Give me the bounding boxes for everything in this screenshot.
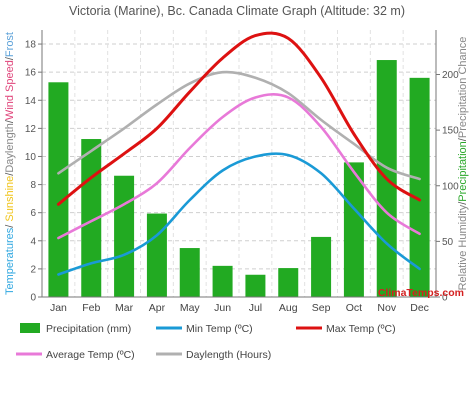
left-tick-label: 14: [25, 96, 37, 107]
legend-label-daylength: Daylength (Hours): [186, 349, 271, 361]
right-tick-label: 150: [442, 126, 459, 137]
axis-label-part: /: [457, 201, 469, 205]
axis-label-part: Frost: [4, 32, 16, 57]
x-tick-label: Apr: [149, 302, 166, 314]
x-tick-label: Aug: [279, 302, 298, 314]
axis-label-part: Daylength: [4, 123, 16, 173]
precipitation-bar: [179, 248, 200, 297]
max-temp-line: [56, 31, 422, 206]
right-tick-label: 50: [442, 237, 454, 248]
axis-label-part: Sunshine: [4, 176, 16, 222]
left-tick-label: 12: [25, 124, 37, 135]
x-tick-label: Dec: [410, 302, 429, 314]
x-tick-label: May: [180, 302, 201, 314]
axis-label-part: Relative Humidity: [457, 204, 469, 290]
precipitation-bar: [278, 268, 299, 297]
precipitation-bar: [146, 213, 167, 297]
axis-label-part: Precipitation Chance: [457, 37, 469, 139]
x-tick-label: Mar: [115, 302, 134, 314]
left-tick-label: 10: [25, 152, 37, 163]
right-axis-label: Relative Humidity/Precipitation/Precipit…: [457, 37, 469, 291]
axis-label-part: /: [4, 56, 16, 60]
legend-label-min-temp: Min Temp (ºC): [186, 323, 253, 335]
x-tick-label: Jan: [50, 302, 67, 314]
left-axis-label: Temperatures/ Sunshine/Daylength/Wind Sp…: [4, 32, 16, 295]
left-tick-label: 4: [30, 236, 36, 247]
legend-label-average-temp: Average Temp (ºC): [46, 349, 135, 361]
axis-label-part: Precipitation: [457, 141, 469, 202]
legend: Precipitation (mm) Min Temp (ºC) Max Temp …: [16, 323, 396, 361]
x-tick-label: Nov: [377, 302, 396, 314]
watermark: ClimaTemps.com: [378, 287, 464, 299]
precipitation-bar: [81, 139, 102, 297]
axis-label-part: /: [4, 222, 16, 228]
precipitation-bar: [311, 236, 332, 297]
axis-label-part: /: [4, 119, 16, 123]
right-tick-label: 100: [442, 181, 459, 192]
left-tick-label: 8: [30, 180, 36, 191]
axis-label-part: Wind Speed: [4, 60, 16, 120]
axis-label-part: /: [457, 137, 469, 141]
min-temp-line: [57, 152, 421, 276]
precipitation-bar: [245, 274, 266, 297]
left-tick-label: 6: [30, 208, 36, 219]
legend-label-precipitation: Precipitation (mm): [46, 323, 131, 335]
average-temp-line: [57, 93, 421, 240]
daylength-line: [57, 70, 421, 181]
left-tick-label: 18: [25, 40, 37, 51]
precipitation-bar: [114, 175, 135, 297]
legend-label-max-temp: Max Temp (ºC): [326, 323, 396, 335]
precipitation-bar: [343, 162, 364, 297]
right-tick-label: 0: [442, 293, 448, 304]
left-tick-label: 2: [30, 264, 36, 275]
legend-swatch-precipitation: [20, 323, 40, 333]
x-tick-label: Sep: [312, 302, 331, 314]
x-tick-label: Jun: [214, 302, 231, 314]
left-tick-label: 16: [25, 68, 37, 79]
x-tick-label: Feb: [82, 302, 100, 314]
axis-label-part: Temperatures: [4, 227, 16, 295]
precipitation-bar: [212, 265, 233, 297]
x-tick-label: Oct: [346, 302, 362, 314]
series-lines: [56, 31, 422, 276]
left-tick-label: 0: [30, 293, 36, 304]
axes: 0 2 4 6 8 10 12 14 16 18 0 50 100 150 200 Jan Feb Mar Apr M…: [25, 30, 459, 314]
chart-title: Victoria (Marine), Bc. Canada Climate Gr…: [69, 4, 405, 18]
axis-label-part: /: [4, 172, 16, 176]
precipitation-bar: [48, 82, 69, 297]
right-tick-label: 200: [442, 70, 459, 81]
precipitation-bar: [409, 77, 430, 298]
x-tick-label: Jul: [249, 302, 262, 314]
